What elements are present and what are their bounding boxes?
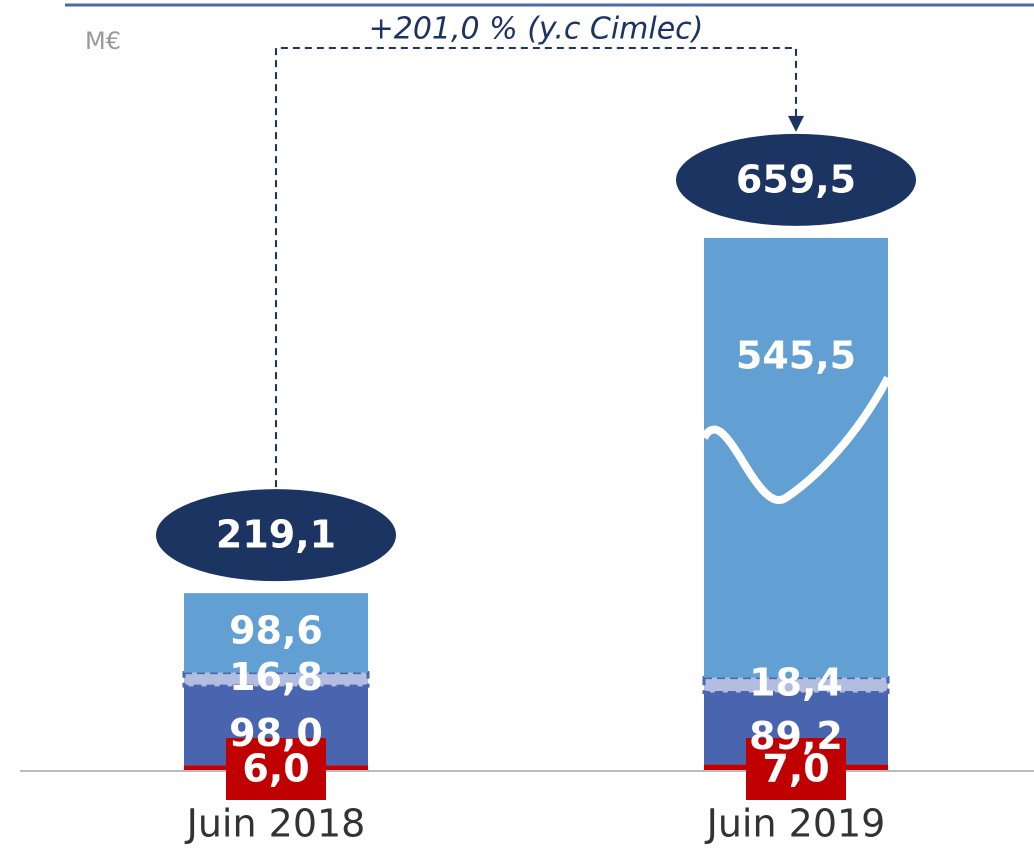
value-label: 7,0 [762, 747, 829, 791]
value-label: 89,2 [749, 714, 843, 758]
value-label: 16,8 [229, 655, 323, 699]
total-label: 659,5 [736, 157, 856, 201]
bar-segment [704, 237, 888, 678]
bar-segment [184, 593, 368, 673]
value-label: 18,4 [749, 661, 843, 705]
growth-annotation: +201,0 % (y.c Cimlec) [369, 12, 704, 47]
axis-break [700, 375, 892, 504]
growth-arrow [275, 47, 797, 488]
value-label-box [746, 738, 846, 800]
value-label: 98,0 [229, 711, 323, 755]
value-label: 6,0 [242, 747, 309, 791]
value-label-box [226, 738, 326, 800]
total-label: 219,1 [216, 513, 336, 557]
value-label: 98,6 [229, 608, 323, 652]
x-tick-label: Juin 2018 [185, 802, 366, 846]
value-label: 545,5 [736, 333, 856, 377]
arrow-head [788, 115, 804, 132]
total-bubble [676, 133, 916, 226]
unit-label: M€ [85, 27, 121, 55]
total-bubble [156, 489, 396, 582]
x-tick-label: Juin 2019 [705, 802, 886, 846]
